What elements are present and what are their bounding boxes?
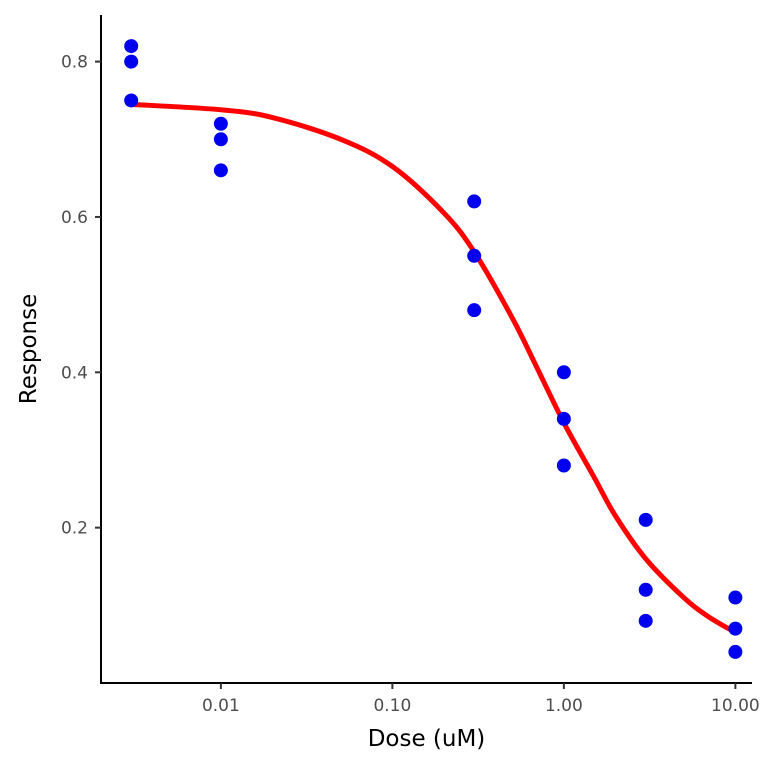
data-point [728,644,743,659]
x-tick-label: 1.00 [545,696,583,716]
y-tick-label: 0.2 [61,519,88,539]
data-point [213,163,228,178]
x-axis-title: Dose (uM) [368,726,486,752]
data-point [124,93,139,108]
axes [100,15,752,684]
y-axis-title: Response [16,294,42,404]
y-tick-label: 0.4 [61,363,88,383]
y-tick-label: 0.6 [61,208,88,228]
data-point [124,39,139,54]
data-point [467,194,482,209]
data-point [124,54,139,69]
x-ticks: 0.01 0.10 1.00 10.00 [202,683,760,716]
x-tick-label: 0.10 [373,696,411,716]
data-point [638,512,653,527]
data-point [728,621,743,636]
y-ticks: 0.2 0.4 0.6 0.8 [61,53,101,539]
data-point [213,132,228,147]
x-tick-label: 10.00 [711,696,760,716]
data-point [556,458,571,473]
data-point [638,582,653,597]
x-tick-label: 0.01 [202,696,240,716]
data-point [467,248,482,263]
data-point [556,411,571,426]
y-tick-label: 0.8 [61,53,88,73]
data-point [467,303,482,318]
fitted-curve-line [128,101,738,636]
fitted-curve-layer [128,101,738,636]
data-point [556,365,571,380]
data-point [638,613,653,628]
data-point [728,590,743,605]
data-point [213,116,228,131]
data-points-layer [124,39,743,659]
